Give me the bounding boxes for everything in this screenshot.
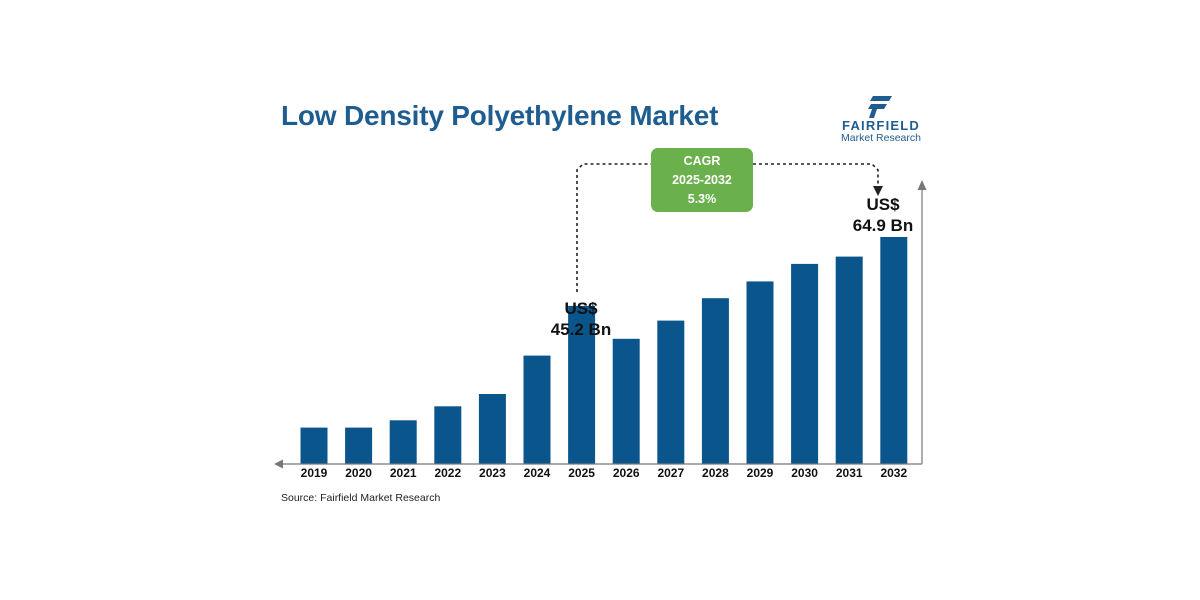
bar-2031	[835, 256, 863, 464]
x-tick-label-2021: 2021	[390, 466, 417, 480]
annotation-2032: US$ 64.9 Bn	[843, 194, 923, 236]
x-tick-label-2020: 2020	[345, 466, 372, 480]
bar-2025	[568, 305, 596, 464]
bar-2026	[612, 338, 640, 464]
annotation-currency: US$	[866, 195, 900, 214]
bar-2021	[389, 420, 417, 464]
bar-2020	[345, 427, 373, 464]
cagr-dashed-line	[576, 163, 651, 292]
cagr-connector	[576, 163, 883, 292]
x-tick-label-2029: 2029	[747, 466, 774, 480]
fairfield-logo: FAIRFIELD Market Research	[836, 96, 936, 148]
x-tick-label-2023: 2023	[479, 466, 506, 480]
cagr-dashed-line-right	[753, 163, 879, 186]
cagr-arrow-down-icon	[873, 186, 883, 196]
x-tick-label-2025: 2025	[568, 466, 595, 480]
bar-2024	[523, 355, 551, 464]
fairfield-logo-icon	[868, 96, 892, 118]
y-axis-arrow-icon	[917, 180, 927, 190]
logo-name: FAIRFIELD	[842, 118, 920, 133]
cagr-label: CAGR	[683, 154, 721, 168]
annotation-currency: US$	[564, 299, 598, 318]
annotation-value: 45.2 Bn	[550, 320, 612, 339]
logo-tagline: Market Research	[841, 132, 921, 144]
bar-2019	[300, 427, 328, 464]
x-tick-label-2030: 2030	[791, 466, 818, 480]
x-axis-arrow-icon	[274, 459, 283, 469]
bars-group	[300, 237, 908, 464]
bar-2029	[746, 281, 774, 464]
cagr-period: 2025-2032	[672, 173, 732, 187]
annotation-value: 64.9 Bn	[852, 216, 914, 235]
x-tick-label-2022: 2022	[434, 466, 461, 480]
x-tick-label-2024: 2024	[524, 466, 551, 480]
x-tick-label-2031: 2031	[836, 466, 863, 480]
bar-2032	[880, 237, 908, 464]
chart-title: Low Density Polyethylene Market	[281, 100, 719, 131]
tick-labels-group: 2019 2020 2021 2022 2023 2024 2025 2026 2027 2028…	[301, 466, 908, 480]
source-note: Source: Fairfield Market Research	[281, 492, 441, 504]
bar-2028	[701, 298, 729, 464]
cagr-badge: CAGR 2025-2032 5.3%	[651, 148, 753, 212]
bar-2022	[434, 406, 462, 464]
cagr-value: 5.3%	[687, 192, 717, 206]
x-tick-label-2028: 2028	[702, 466, 729, 480]
x-tick-label-2019: 2019	[301, 466, 328, 480]
bar-2027	[657, 320, 685, 464]
x-tick-label-2027: 2027	[657, 466, 684, 480]
x-tick-label-2026: 2026	[613, 466, 640, 480]
bar-2023	[478, 394, 506, 464]
annotation-2025: US$ 45.2 Bn	[541, 298, 621, 340]
x-tick-label-2032: 2032	[880, 466, 907, 480]
axes	[274, 180, 927, 469]
bar-2030	[791, 263, 819, 464]
